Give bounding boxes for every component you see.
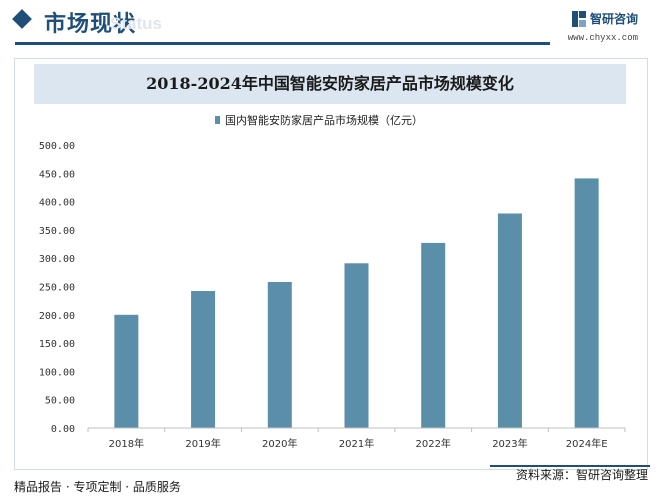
section-watermark: Status — [110, 14, 162, 33]
y-tick-label: 350.00 — [39, 226, 75, 237]
legend-label: 国内智能安防家居产品市场规模（亿元） — [225, 113, 423, 127]
bar-series — [114, 178, 599, 428]
y-tick-label: 200.00 — [39, 311, 75, 322]
source-note: 资料来源：智研咨询整理 — [515, 468, 648, 482]
y-tick-label: 50.00 — [45, 396, 75, 407]
brand-url: www.chyxx.com — [567, 33, 638, 43]
y-tick-label: 150.00 — [39, 339, 75, 350]
footer-line — [490, 465, 650, 467]
y-axis: 0.00 50.00 100.00 150.00 200.00 250.00 300.00 3… — [39, 141, 75, 435]
bar — [421, 242, 446, 428]
bar — [574, 178, 599, 428]
header-underline — [15, 42, 550, 45]
section-title: 市场现状 — [44, 12, 137, 37]
chart-title-bar: 2018-2024年中国智能安防家居产品市场规模变化 — [34, 64, 626, 104]
brand-name: 智研咨询 — [589, 12, 638, 26]
y-tick-label: 250.00 — [39, 283, 75, 294]
chart-title: 2018-2024年中国智能安防家居产品市场规模变化 — [146, 74, 514, 93]
x-axis: 2018年 2019年 2020年 2021年 2022年 2023年 2024年E — [87, 428, 626, 450]
y-tick-label: 300.00 — [39, 254, 75, 265]
bar — [114, 314, 139, 428]
y-tick-label: 400.00 — [39, 198, 75, 209]
brand-logo-icon — [571, 10, 586, 27]
x-tick-label: 2019年 — [185, 437, 220, 450]
x-tick-label: 2021年 — [339, 437, 374, 450]
bar — [497, 213, 522, 428]
x-tick-label: 2022年 — [415, 437, 450, 450]
brand-block: 智研咨询 www.chyxx.com — [568, 8, 638, 43]
x-tick-label: 2024年E — [566, 437, 608, 450]
bar — [267, 281, 292, 428]
bar — [191, 291, 216, 428]
section-header: 市场现状 Status 智研咨询 www.chyxx.com — [0, 0, 660, 50]
y-tick-label: 500.00 — [39, 141, 75, 152]
x-tick-label: 2020年 — [262, 437, 297, 450]
x-tick-label: 2023年 — [492, 437, 527, 450]
chart-legend: 国内智能安防家居产品市场规模（亿元） — [215, 113, 423, 127]
y-tick-label: 450.00 — [39, 169, 75, 180]
y-tick-label: 100.00 — [39, 367, 75, 378]
x-tick-label: 2018年 — [109, 437, 144, 450]
y-tick-label: 0.00 — [51, 424, 75, 435]
bar — [344, 263, 369, 428]
footer-tagline: 精品报告 · 专项定制 · 品质服务 — [14, 480, 181, 494]
legend-swatch — [215, 116, 220, 124]
